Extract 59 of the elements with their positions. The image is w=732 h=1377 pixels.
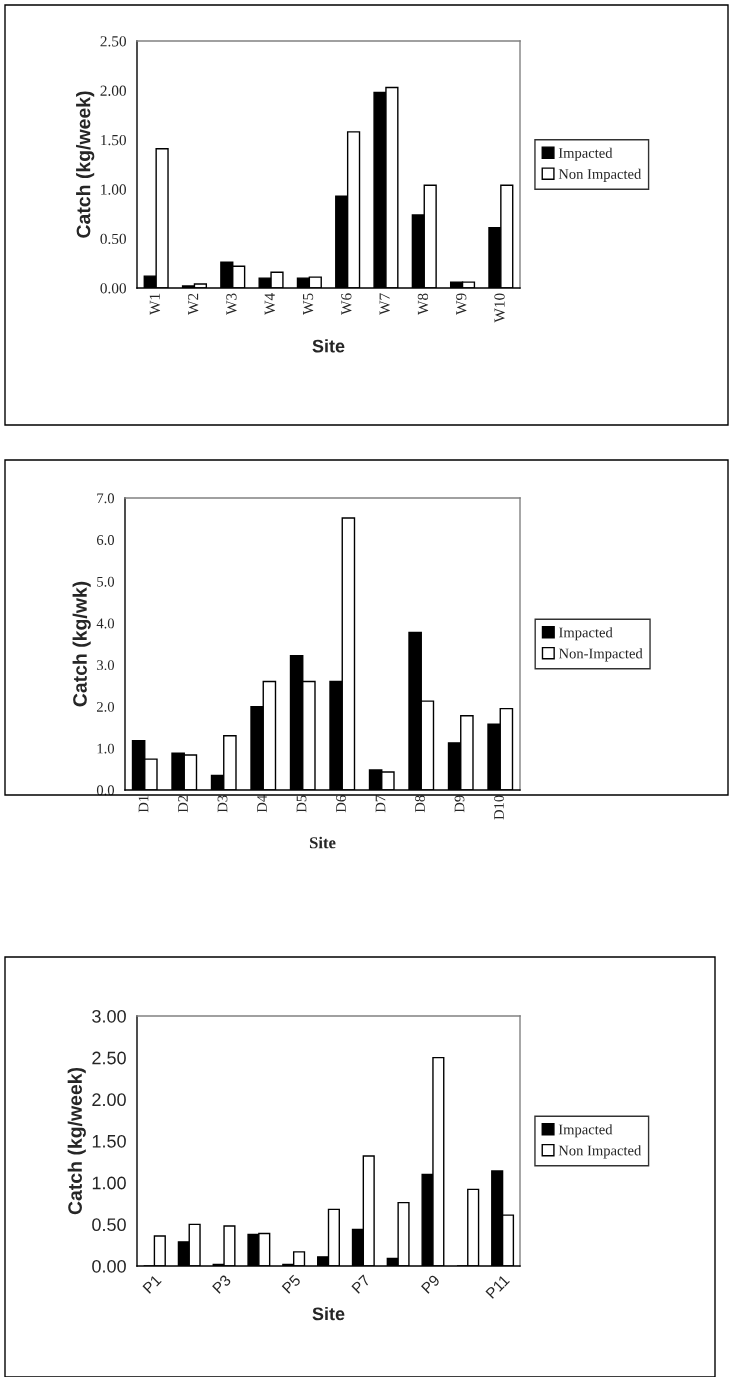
- legend-label: Non Impacted: [558, 1145, 642, 1159]
- y-tick-label: 4.0: [96, 618, 115, 629]
- legend-label: Impacted: [558, 147, 613, 161]
- y-tick-label: 3.0: [97, 660, 115, 671]
- y-tick-label: 1.0: [97, 743, 115, 754]
- y-tick-label: 2.50: [92, 1051, 126, 1065]
- legend-label: Impacted: [558, 1124, 613, 1138]
- x-axis-title: Site: [312, 339, 345, 353]
- y-axis-title: Catch (kg/wk): [72, 581, 91, 707]
- y-tick-label: 5.0: [97, 576, 115, 587]
- x-tick-label: P1: [142, 1274, 162, 1294]
- legend-label: Impacted: [559, 627, 613, 641]
- y-tick-label: 0.00: [92, 1259, 126, 1273]
- x-tick-label: D9: [454, 795, 465, 813]
- y-axis-title: Catch (kg/week): [76, 91, 95, 238]
- x-tick-label: W7: [379, 293, 390, 315]
- x-tick-label: D3: [217, 795, 228, 813]
- x-tick-label: W6: [341, 293, 352, 315]
- x-tick-label: P9: [420, 1274, 441, 1294]
- x-tick-label: P11: [485, 1274, 510, 1299]
- x-tick-label: D2: [178, 795, 188, 813]
- legend-label: Non-Impacted: [558, 648, 643, 662]
- y-tick-label: 2.50: [100, 36, 126, 47]
- y-tick-label: 1.00: [92, 1176, 126, 1190]
- y-tick-label: 6.0: [96, 535, 115, 545]
- y-tick-label: 1.00: [101, 184, 126, 195]
- x-tick-label: P5: [281, 1274, 302, 1294]
- x-tick-label: W5: [303, 293, 314, 315]
- y-tick-label: 0.50: [92, 1218, 126, 1232]
- x-tick-label: D5: [296, 795, 307, 813]
- y-tick-label: 3.00: [92, 1009, 126, 1023]
- x-tick-label: D6: [336, 795, 346, 813]
- x-tick-label: D1: [138, 795, 149, 813]
- x-tick-label: D10: [494, 795, 504, 820]
- y-tick-label: 7.0: [97, 493, 115, 504]
- x-axis-title: Site: [312, 1306, 345, 1321]
- x-tick-label: W9: [456, 293, 467, 315]
- x-tick-label: D4: [257, 795, 267, 813]
- y-axis-title: Catch (kg/week): [67, 1067, 86, 1215]
- y-tick-label: 0.0: [96, 785, 115, 796]
- y-tick-label: 0.00: [100, 283, 126, 294]
- y-tick-label: 2.0: [96, 701, 115, 712]
- legend-label: Non Impacted: [558, 168, 642, 182]
- x-tick-label: D7: [375, 795, 386, 813]
- y-tick-label: 2.00: [100, 85, 126, 96]
- x-axis-title: Site: [309, 836, 336, 849]
- x-tick-label: W8: [417, 293, 429, 315]
- x-tick-label: P7: [351, 1274, 371, 1294]
- y-tick-label: 2.00: [92, 1093, 126, 1107]
- x-tick-label: D8: [415, 795, 425, 813]
- y-tick-label: 0.50: [100, 233, 126, 245]
- y-tick-label: 1.50: [101, 134, 126, 146]
- x-tick-label: W10: [494, 293, 505, 323]
- x-tick-label: W4: [264, 293, 275, 315]
- y-tick-label: 1.50: [92, 1134, 126, 1148]
- x-tick-label: W3: [226, 293, 237, 315]
- x-tick-label: P3: [212, 1274, 232, 1294]
- x-tick-label: W1: [149, 293, 161, 315]
- x-tick-label: W2: [188, 293, 199, 315]
